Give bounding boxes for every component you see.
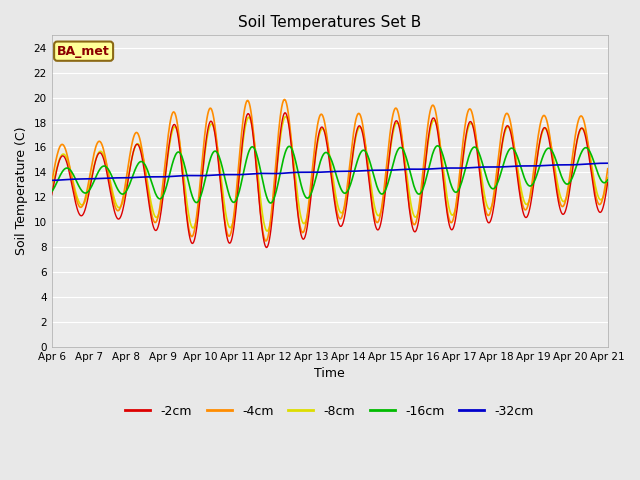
Text: BA_met: BA_met: [57, 45, 110, 58]
Legend: -2cm, -4cm, -8cm, -16cm, -32cm: -2cm, -4cm, -8cm, -16cm, -32cm: [120, 400, 539, 423]
Title: Soil Temperatures Set B: Soil Temperatures Set B: [238, 15, 421, 30]
X-axis label: Time: Time: [314, 367, 345, 380]
Y-axis label: Soil Temperature (C): Soil Temperature (C): [15, 127, 28, 255]
